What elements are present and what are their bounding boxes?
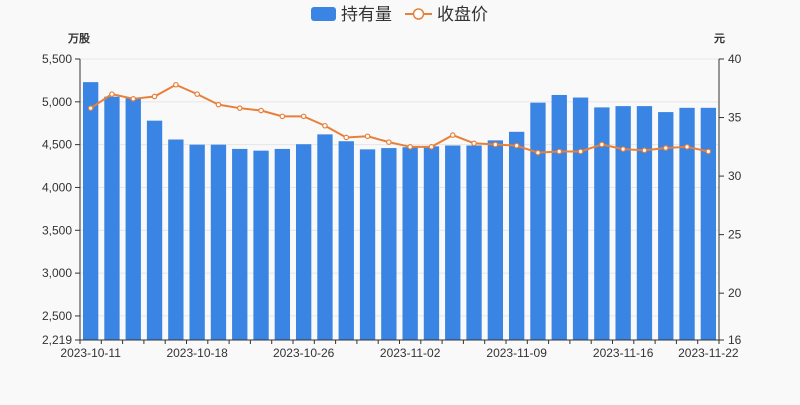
bar-holdings-29 (700, 107, 717, 340)
bar-holdings-28 (679, 107, 695, 340)
bar-holdings-17 (445, 145, 461, 340)
point-close-price-3 (151, 93, 158, 100)
point-close-price-7 (236, 105, 243, 111)
left-tick-label-4: 3,500 (42, 223, 72, 237)
left-tick-label-5: 3,000 (42, 266, 72, 280)
bar-holdings-21 (530, 102, 546, 340)
point-close-price-9 (279, 113, 286, 120)
point-close-price-8 (258, 107, 264, 114)
point-close-price-11 (322, 122, 328, 129)
legend-item-holdings[interactable]: 持有量 (311, 5, 392, 24)
point-close-price-27 (662, 145, 669, 151)
point-close-price-14 (386, 139, 392, 145)
tick-label-layer: 5,500 5,000 4,500 4,000 3,500 3,000 2,500 2,219… (42, 52, 742, 360)
point-close-price-12 (343, 134, 350, 141)
x-tick-label-2: 2023-10-26 (273, 346, 335, 360)
bar-holdings-26 (636, 106, 653, 340)
x-tick-label-1: 2023-10-18 (166, 346, 228, 360)
line-series-layer (87, 81, 712, 156)
left-tick-label-3: 4,000 (42, 180, 72, 194)
point-close-price-10 (300, 113, 307, 120)
bar-holdings-12 (338, 141, 354, 340)
x-tick-label-4: 2023-11-09 (486, 346, 547, 360)
left-tick-label-6: 2,500 (42, 309, 72, 323)
right-tick-label-3: 25 (728, 228, 742, 242)
bar-holdings-5 (189, 144, 205, 340)
point-close-price-17 (449, 132, 456, 138)
left-tick-label-0: 5,500 (42, 52, 72, 66)
bar-holdings-6 (210, 144, 227, 340)
point-close-price-23 (577, 148, 584, 155)
bar-holdings-10 (295, 144, 312, 340)
bar-holdings-8 (253, 150, 269, 340)
legend[interactable]: 持有量 收盘价 (311, 5, 488, 24)
point-close-price-4 (173, 81, 179, 88)
bar-holdings-1 (104, 96, 120, 341)
point-close-price-28 (684, 144, 690, 150)
bar-holdings-11 (317, 134, 333, 340)
legend-item-close-price[interactable]: 收盘价 (405, 5, 488, 24)
right-tick-label-2: 30 (728, 169, 742, 183)
x-tick-label-0: 2023-10-11 (60, 346, 121, 360)
x-tick-label-3: 2023-11-02 (380, 346, 441, 360)
point-close-price-25 (620, 146, 626, 152)
legend-label-holdings: 持有量 (341, 5, 392, 24)
bar-holdings-27 (658, 112, 674, 340)
x-tick-label-5: 2023-11-16 (593, 346, 654, 360)
point-close-price-18 (471, 140, 477, 147)
legend-label-close-price: 收盘价 (437, 5, 488, 24)
point-close-price-29 (705, 148, 712, 155)
bar-holdings-7 (232, 148, 248, 340)
bar-holdings-0 (82, 82, 99, 340)
point-close-price-6 (215, 101, 222, 108)
right-tick-label-5: 16 (728, 333, 742, 347)
legend-line-marker (412, 8, 425, 20)
point-close-price-22 (556, 148, 563, 155)
axis-layer (75, 58, 724, 344)
right-tick-label-0: 40 (728, 52, 742, 66)
point-close-price-26 (641, 147, 648, 154)
x-tick-label-6: 2023-11-22 (678, 346, 739, 360)
bar-holdings-15 (402, 147, 418, 340)
bar-holdings-9 (274, 148, 291, 340)
point-close-price-5 (194, 91, 200, 97)
bar-holdings-3 (146, 120, 163, 340)
point-close-price-24 (599, 141, 605, 148)
right-tick-label-1: 35 (728, 111, 742, 125)
right-axis-unit: 元 (714, 32, 725, 45)
bar-holdings-4 (168, 139, 184, 340)
point-close-price-20 (513, 142, 520, 149)
point-close-price-15 (407, 144, 413, 150)
point-close-price-2 (130, 96, 137, 102)
point-close-price-0 (87, 105, 94, 111)
bar-holdings-18 (466, 145, 482, 340)
bar-holdings-2 (125, 97, 141, 341)
bar-holdings-14 (381, 148, 397, 340)
bar-holdings-13 (359, 149, 376, 340)
left-tick-label-7: 2,219 (42, 333, 72, 347)
point-close-price-1 (109, 91, 115, 97)
point-close-price-19 (492, 141, 499, 148)
bar-holdings-19 (487, 140, 504, 340)
left-axis-unit: 万股 (67, 32, 91, 45)
line-close-price (90, 83, 709, 154)
point-close-price-21 (535, 149, 541, 156)
left-tick-label-1: 5,000 (42, 95, 72, 109)
bar-holdings-23 (572, 97, 589, 341)
bar-series-layer (82, 82, 717, 341)
bar-holdings-25 (615, 106, 631, 340)
bar-holdings-22 (551, 94, 567, 341)
point-close-price-16 (428, 144, 435, 150)
bar-holdings-16 (423, 146, 440, 340)
bar-holdings-24 (594, 107, 610, 340)
bar-holdings-20 (508, 131, 525, 340)
legend-bar-swatch (311, 7, 336, 21)
right-tick-label-4: 20 (728, 286, 742, 300)
point-close-price-13 (364, 133, 371, 140)
left-tick-label-2: 4,500 (42, 138, 72, 152)
